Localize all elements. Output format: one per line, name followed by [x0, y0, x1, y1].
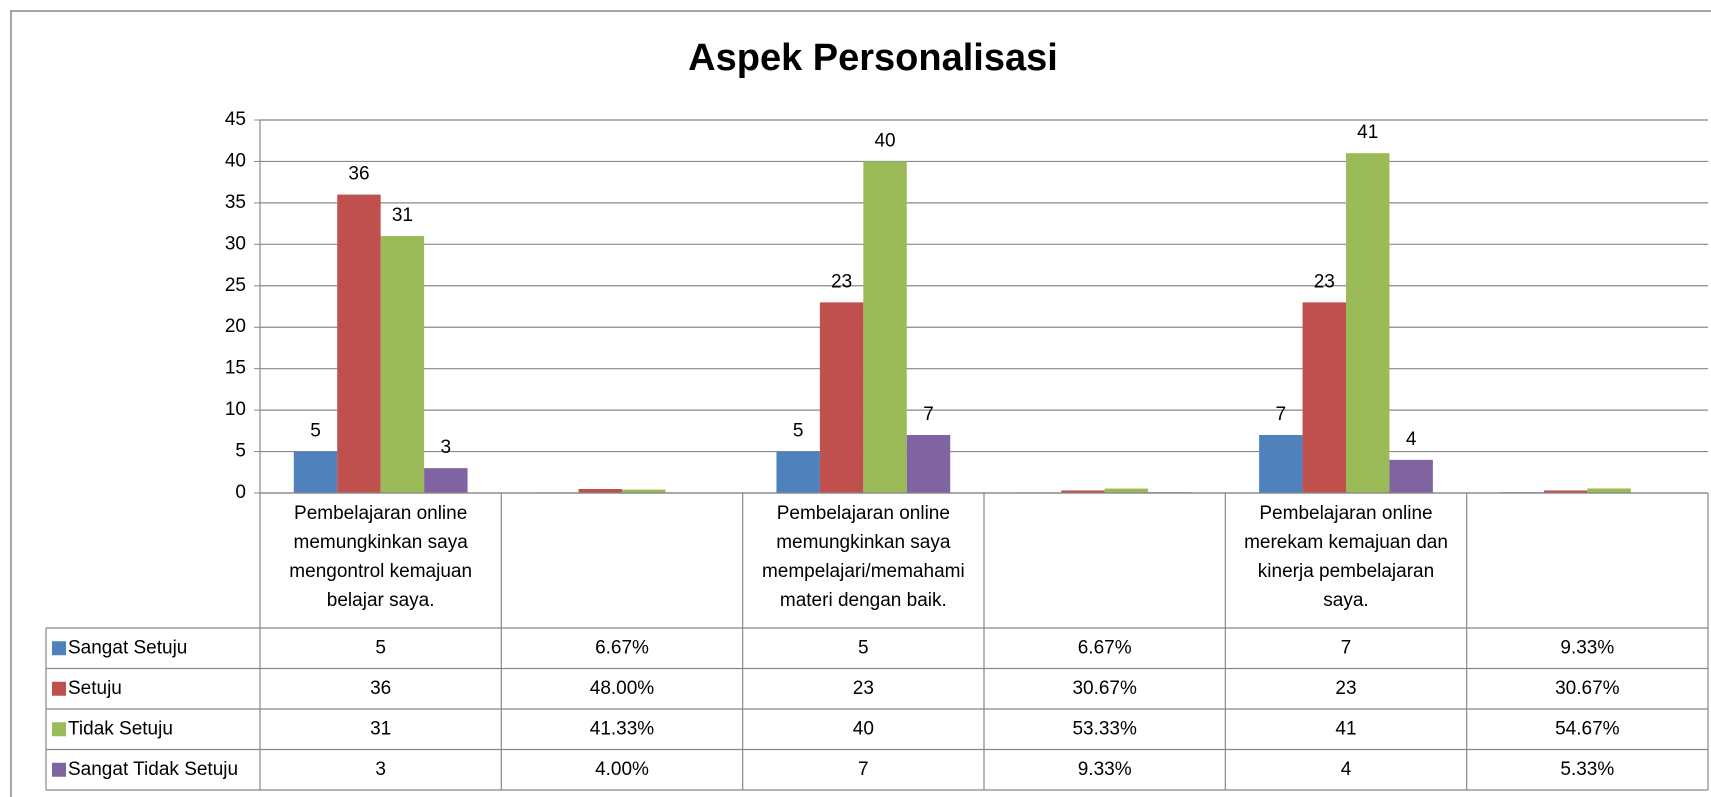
- y-tick-label: 5: [235, 441, 246, 462]
- x-tick-label: Pembelajaran online memungkinkan saya me…: [761, 503, 965, 611]
- table-cell: 41.33%: [590, 718, 655, 739]
- table-cell: 4: [1341, 759, 1352, 780]
- y-tick-label: 0: [235, 482, 246, 503]
- y-tick-label: 25: [225, 275, 246, 296]
- bar: [337, 194, 381, 493]
- legend-key: [52, 722, 66, 737]
- table-cell: 30.67%: [1072, 678, 1137, 699]
- bar: [578, 489, 622, 493]
- data-label: 23: [1314, 271, 1335, 292]
- legend-key: [52, 641, 66, 656]
- y-tick-label: 40: [225, 150, 246, 171]
- table-cell: 54.67%: [1555, 718, 1620, 739]
- data-label: 36: [348, 164, 369, 185]
- bar: [1587, 488, 1631, 493]
- legend-key: [52, 681, 66, 696]
- y-tick-label: 30: [225, 233, 246, 254]
- bar: [293, 451, 338, 493]
- legend-label: Sangat Tidak Setuju: [68, 759, 238, 780]
- data-label: 4: [1406, 429, 1417, 450]
- table-cell: 23: [1335, 678, 1356, 699]
- y-tick-label: 20: [225, 316, 246, 337]
- table-cell: 7: [858, 759, 869, 780]
- legend-label: Setuju: [68, 678, 122, 699]
- bar: [863, 161, 907, 493]
- x-tick-label: Pembelajaran online merekam kemajuan dan…: [1244, 503, 1448, 611]
- bar: [1104, 488, 1149, 493]
- table-cell: 36: [370, 678, 391, 699]
- legend-label: Sangat Setuju: [68, 637, 187, 658]
- data-label: 5: [793, 421, 804, 442]
- table-cell: 31: [370, 718, 391, 739]
- bar: [1302, 302, 1346, 493]
- table-cell: 40: [853, 718, 874, 739]
- data-label: 23: [831, 271, 852, 292]
- table-cell: 4.00%: [595, 759, 649, 780]
- bar: [1061, 490, 1105, 493]
- bar: [424, 468, 468, 493]
- table-cell: 53.33%: [1072, 718, 1137, 739]
- x-tick-label: Pembelajaran online memungkinkan saya me…: [289, 503, 473, 611]
- table-cell: 6.67%: [595, 637, 649, 658]
- table-cell: 30.67%: [1555, 678, 1620, 699]
- data-label: 40: [874, 130, 895, 151]
- table-cell: 48.00%: [590, 678, 655, 699]
- bar: [1259, 434, 1303, 493]
- data-label: 3: [441, 437, 452, 458]
- legend-label: Tidak Setuju: [68, 718, 173, 739]
- table-cell: 5: [858, 637, 869, 658]
- chart-title: Aspek Personalisasi: [688, 37, 1058, 79]
- table-cell: 5: [375, 637, 386, 658]
- y-tick-label: 45: [225, 109, 246, 130]
- bar: [776, 451, 820, 493]
- table-cell: 9.33%: [1078, 759, 1132, 780]
- data-label: 7: [1276, 404, 1287, 425]
- table-cell: 5.33%: [1560, 759, 1614, 780]
- bar: [1346, 153, 1390, 493]
- data-label: 31: [392, 205, 413, 226]
- y-tick-label: 35: [225, 192, 246, 213]
- bar: [622, 489, 666, 493]
- bar: [819, 302, 864, 493]
- y-tick-label: 15: [225, 358, 246, 379]
- bar: [1389, 459, 1433, 493]
- data-label: 5: [310, 421, 321, 442]
- data-label: 41: [1357, 122, 1378, 143]
- y-tick-label: 10: [225, 399, 246, 420]
- table-cell: 9.33%: [1560, 637, 1614, 658]
- bar: [906, 434, 951, 493]
- table-cell: 7: [1341, 637, 1352, 658]
- table-cell: 41: [1335, 718, 1356, 739]
- bar: [380, 236, 425, 494]
- legend-key: [52, 762, 66, 777]
- data-label: 7: [923, 404, 934, 425]
- table-cell: 6.67%: [1078, 637, 1132, 658]
- table-cell: 23: [853, 678, 874, 699]
- table-cell: 3: [375, 759, 386, 780]
- bar: [1543, 490, 1588, 493]
